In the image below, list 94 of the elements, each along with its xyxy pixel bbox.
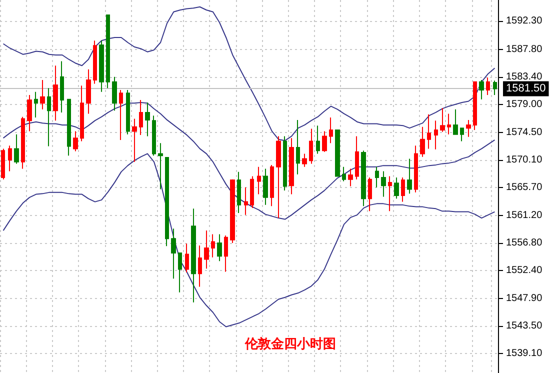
- candlestick: [119, 89, 123, 140]
- candlestick: [47, 88, 51, 147]
- candlestick: [447, 113, 451, 135]
- candlestick: [106, 14, 110, 89]
- candlestick: [152, 115, 156, 156]
- candlestick: [126, 89, 130, 135]
- line-series: [2, 6, 496, 142]
- candlestick: [27, 94, 32, 132]
- candlestick: [34, 91, 38, 118]
- y-tick-label: 1579.00: [506, 98, 543, 110]
- y-tick-label: 1574.50: [506, 126, 543, 138]
- candlestick: [112, 76, 117, 112]
- candlestick: [381, 170, 386, 198]
- line-series: [2, 102, 496, 220]
- candlestick: [283, 136, 287, 192]
- candlestick: [335, 129, 340, 177]
- candlestick: [60, 60, 64, 113]
- candlestick: [276, 136, 281, 219]
- candlestick: [414, 145, 418, 193]
- candlestick: [80, 85, 84, 142]
- candlestick: [263, 168, 268, 206]
- candlestick: [375, 166, 379, 188]
- candlestick: [368, 176, 372, 212]
- candlestick: [394, 176, 399, 200]
- candlestick: [493, 80, 497, 96]
- candlestick: [211, 234, 215, 258]
- candlestick: [21, 116, 25, 170]
- candlestick: [289, 138, 294, 195]
- candlestick: [191, 208, 196, 303]
- candlestick: [145, 102, 150, 137]
- candlestick: [401, 176, 405, 202]
- candlestick: [355, 136, 359, 180]
- text: 伦敦金四小时图: [244, 336, 336, 352]
- candlestick: [1, 148, 5, 180]
- candlestick: [322, 130, 327, 152]
- candlestick: [99, 40, 104, 92]
- candlestick: [486, 76, 490, 96]
- candlestick: [158, 142, 163, 190]
- candlestick: [204, 230, 209, 270]
- candlestick: [309, 128, 313, 164]
- candlestick: [224, 235, 228, 272]
- candlestick: [388, 176, 392, 212]
- candlestick: [257, 166, 261, 195]
- y-tick-label: 1570.10: [506, 154, 543, 166]
- candlestick: [270, 164, 274, 207]
- candlestick: [434, 120, 438, 150]
- ref-line-label: 1581.50: [506, 82, 546, 95]
- candlestick: [420, 126, 425, 158]
- candlestick: [440, 108, 445, 132]
- candlestick: [296, 119, 300, 175]
- y-tick-label: 1552.40: [506, 265, 543, 276]
- y-tick-label: 1561.20: [506, 210, 543, 222]
- candlestick: [479, 79, 484, 100]
- candlestick: [14, 134, 19, 164]
- line-series: [2, 153, 496, 328]
- candlestick: [250, 176, 254, 209]
- y-tick-label: 1565.70: [506, 182, 543, 193]
- y-tick-label: 1592.30: [506, 16, 543, 27]
- candlestick: [329, 116, 333, 144]
- candlestick: [237, 171, 241, 214]
- candlestick: [316, 125, 320, 154]
- candlestick: [165, 156, 169, 247]
- candlestick: [217, 234, 222, 262]
- candlestick: [460, 128, 464, 142]
- candlestick: [86, 68, 91, 114]
- candlestick: [348, 168, 353, 187]
- candlestick: [244, 186, 248, 216]
- y-tick-label: 1587.80: [506, 44, 543, 55]
- y-tick-label: 1583.40: [506, 71, 543, 82]
- candlestick: [53, 65, 58, 122]
- candlestick: [473, 81, 477, 130]
- y-tick-label: 1543.50: [506, 320, 543, 332]
- candlestick: [302, 153, 307, 168]
- candlestick: [230, 178, 235, 244]
- candlestick: [407, 158, 412, 194]
- candlestick: [132, 118, 137, 162]
- candlestick: [93, 40, 97, 84]
- candlestick: [8, 145, 12, 172]
- candlestick: [67, 98, 71, 156]
- candlestick: [139, 99, 143, 136]
- y-tick-label: 1547.90: [506, 293, 543, 304]
- y-tick-label: 1556.80: [506, 238, 543, 249]
- y-tick-label: 1539.10: [506, 348, 543, 360]
- candlestick: [453, 108, 458, 135]
- candlestick: [342, 166, 346, 182]
- candlestick: [361, 150, 366, 207]
- candlestick: [40, 79, 45, 110]
- candlestick: [171, 228, 176, 280]
- candlestick: [178, 252, 182, 293]
- candlestick: [73, 130, 78, 152]
- candlestick: [185, 243, 189, 273]
- candlestick: [466, 119, 471, 138]
- candlestick: [198, 245, 202, 288]
- candlestick: [427, 114, 431, 150]
